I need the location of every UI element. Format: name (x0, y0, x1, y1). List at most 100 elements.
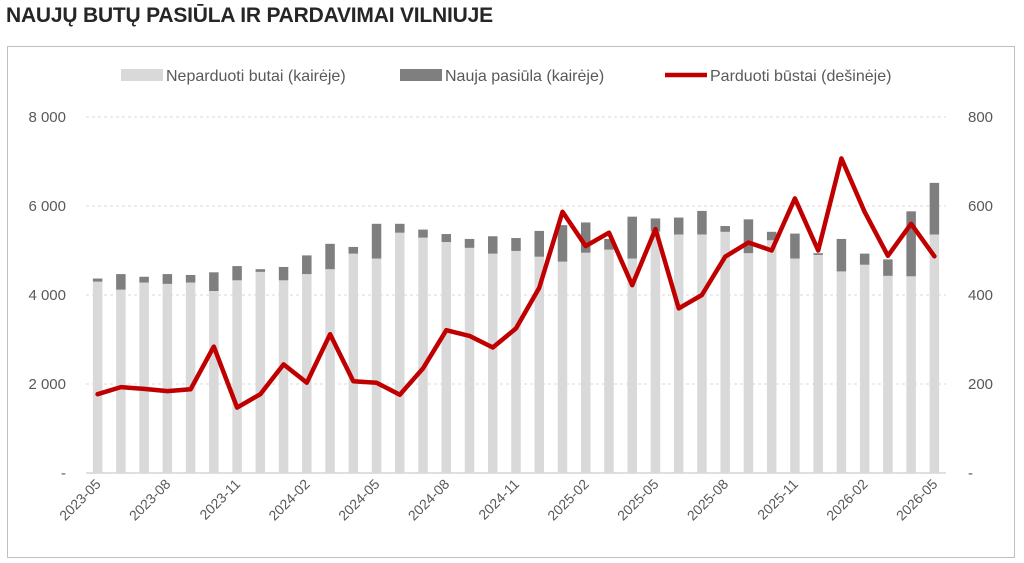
legend: Neparduoti butai (kairėje) Nauja pasiūla … (121, 68, 891, 85)
bar-new-supply (650, 218, 661, 232)
bar-unsold (790, 258, 800, 473)
bar-new-supply (395, 223, 405, 233)
bar-unsold (185, 282, 196, 473)
bar-unsold (395, 232, 405, 473)
x-axis-tick-label: 2023-11 (196, 476, 243, 523)
bar-new-supply (371, 223, 382, 259)
bar-new-supply (557, 225, 568, 262)
bar-new-supply (278, 266, 289, 281)
x-axis-tick-label: 2025-05 (614, 476, 662, 524)
bar-unsold (116, 289, 126, 473)
bar-unsold (255, 271, 266, 473)
bar-unsold (278, 280, 289, 473)
legend-swatch (400, 69, 442, 81)
bar-new-supply (441, 234, 452, 243)
bar-unsold (325, 269, 335, 473)
bar-unsold (766, 240, 777, 473)
bar-unsold (302, 274, 312, 473)
bar-new-supply (883, 259, 893, 276)
bar-new-supply (255, 269, 266, 272)
bar-unsold (441, 242, 452, 473)
bar-unsold (534, 256, 544, 473)
bar-new-supply (139, 276, 149, 283)
right-axis-tick-label: 600 (968, 198, 993, 215)
bar-new-supply (580, 222, 591, 253)
right-axis-tick-label: 800 (968, 109, 993, 126)
x-axis-tick-label: 2024-05 (335, 476, 383, 524)
bar-new-supply (790, 233, 800, 259)
bar-new-supply (697, 210, 707, 235)
left-axis-tick-label: - (61, 465, 66, 482)
bar-unsold (162, 283, 173, 473)
bar-new-supply (488, 236, 498, 254)
bar-new-supply (604, 238, 614, 250)
bar-new-supply (906, 211, 916, 277)
bar-unsold (488, 253, 498, 473)
bar-new-supply (302, 255, 312, 275)
bar-unsold (697, 234, 707, 473)
bar-new-supply (534, 230, 544, 257)
x-axis-tick-label: 2024-02 (265, 476, 313, 524)
bar-new-supply (464, 238, 475, 248)
bar-new-supply (511, 238, 521, 251)
bar-unsold (836, 271, 847, 473)
bar-unsold (371, 258, 382, 473)
legend-label: Parduoti būstai (dešinėje) (710, 68, 891, 85)
x-axis-tick-label: 2026-05 (893, 476, 941, 524)
bar-new-supply (813, 253, 823, 255)
bar-new-supply (766, 231, 777, 241)
left-axis-tick-label: 8 000 (28, 109, 66, 126)
legend-label: Neparduoti butai (kairėje) (166, 68, 346, 85)
right-axis-tick-label: - (968, 465, 973, 482)
bar-unsold (139, 282, 149, 473)
bar-new-supply (859, 253, 870, 265)
bar-unsold (883, 275, 893, 473)
bar-unsold (627, 258, 637, 473)
bar-unsold (209, 290, 219, 473)
bar-new-supply (743, 219, 754, 254)
bar-unsold (859, 264, 870, 473)
x-axis-tick-label: 2025-11 (754, 476, 801, 523)
x-axis-tick-label: 2023-05 (56, 476, 104, 524)
bar-new-supply (162, 274, 173, 284)
right-axis-tick-label: 400 (968, 287, 993, 304)
bar-unsold (906, 276, 916, 473)
bar-new-supply (116, 274, 126, 290)
x-axis-tick-label: 2026-02 (823, 476, 871, 524)
x-axis-tick-label: 2025-08 (684, 476, 732, 524)
left-axis-tick-label: 6 000 (28, 198, 66, 215)
right-axis-tick-label: 200 (968, 376, 993, 393)
bar-unsold (464, 247, 475, 473)
legend-swatch (121, 69, 163, 81)
bar-unsold (92, 281, 103, 473)
bar-unsold (557, 261, 568, 473)
bar-new-supply (929, 182, 940, 235)
x-axis-tick-label: 2025-02 (544, 476, 592, 524)
legend-label: Nauja pasiūla (kairėje) (445, 68, 604, 85)
bar-unsold (232, 280, 242, 473)
bar-unsold (929, 234, 940, 473)
bar-unsold (743, 253, 754, 473)
chart-frame (7, 46, 1015, 558)
bar-unsold (580, 252, 591, 473)
bar-unsold (673, 234, 684, 473)
bar-new-supply (92, 278, 103, 282)
bars (92, 182, 940, 473)
sold-line (95, 156, 937, 410)
bar-new-supply (209, 272, 219, 291)
x-axis-tick-label: 2024-11 (475, 476, 522, 523)
bar-unsold (418, 237, 428, 473)
bar-new-supply (325, 243, 335, 270)
bar-unsold (720, 231, 730, 473)
bar-new-supply (232, 266, 242, 281)
chart-title: NAUJŲ BUTŲ PASIŪLA IR PARDAVIMAI VILNIUJ… (6, 4, 493, 27)
x-axis-tick-label: 2023-08 (126, 476, 174, 524)
left-axis-tick-label: 4 000 (28, 287, 66, 304)
bar-unsold (348, 253, 359, 473)
bar-new-supply (627, 216, 637, 259)
bar-new-supply (348, 246, 359, 254)
bar-unsold (604, 249, 614, 473)
bar-new-supply (673, 217, 684, 235)
x-axis-tick-label: 2024-08 (405, 476, 453, 524)
